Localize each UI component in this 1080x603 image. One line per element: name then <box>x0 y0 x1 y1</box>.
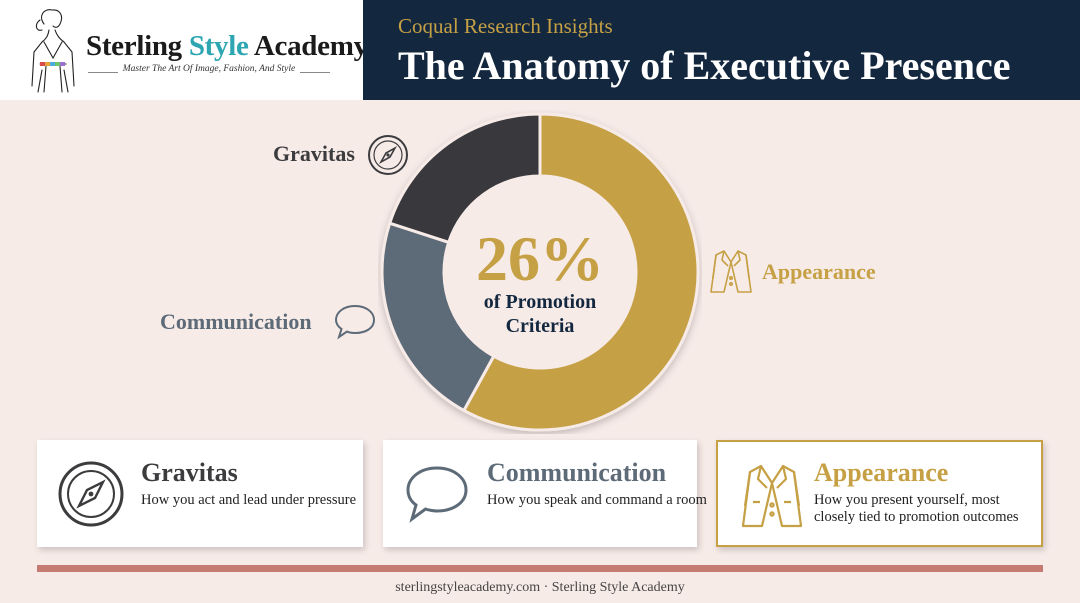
center-label-line1: of Promotion <box>484 291 596 313</box>
speech-bubble-icon <box>406 466 468 523</box>
compass-icon <box>368 135 408 175</box>
brand-name: Sterling Style Academy <box>86 30 368 63</box>
card-title: Gravitas <box>141 458 238 487</box>
brand-name-part1: Sterling <box>86 30 189 62</box>
card-description: How you speak and command a room <box>487 492 707 508</box>
blazer-icon <box>710 250 752 293</box>
card-description: How you act and lead under pressure <box>141 492 357 508</box>
tagline-rule-left <box>88 72 118 73</box>
callout-appearance: Appearance <box>762 259 876 284</box>
brand-panel: Sterling Style Academy Master The Art Of… <box>0 0 368 100</box>
brand-name-part3: Academy <box>248 30 368 62</box>
card-appearance: Appearance How you present yourself, mos… <box>716 440 1043 547</box>
card-description: How you present yourself, most closely t… <box>814 492 1019 525</box>
center-value: 26% <box>476 223 604 294</box>
footer-divider <box>37 565 1043 572</box>
header-banner <box>363 0 1080 100</box>
card-title: Appearance <box>814 458 949 487</box>
tagline-rule-right <box>300 72 330 73</box>
header-kicker: Coqual Research Insights <box>398 14 613 38</box>
brand-name-accent: Style <box>188 30 249 62</box>
page-title: The Anatomy of Executive Presence <box>398 43 1011 88</box>
callout-gravitas: Gravitas <box>273 141 355 166</box>
brand-tagline: Master The Art Of Image, Fashion, And St… <box>122 64 296 74</box>
center-label-line2: Criteria <box>506 315 575 337</box>
compass-icon <box>58 461 124 527</box>
blazer-icon <box>741 464 803 528</box>
donut-hole <box>444 176 636 368</box>
speech-bubble-icon <box>334 304 376 340</box>
fashion-figure-logo-icon <box>31 9 75 93</box>
card-title: Communication <box>487 458 667 487</box>
donut-chart: 26% of Promotion Criteria <box>380 112 700 432</box>
callout-communication: Communication <box>160 309 312 334</box>
card-communication: Communication How you speak and command … <box>383 440 707 547</box>
footer-text: sterlingstyleacademy.com · Sterling Styl… <box>395 580 685 595</box>
card-gravitas: Gravitas How you act and lead under pres… <box>37 440 363 547</box>
